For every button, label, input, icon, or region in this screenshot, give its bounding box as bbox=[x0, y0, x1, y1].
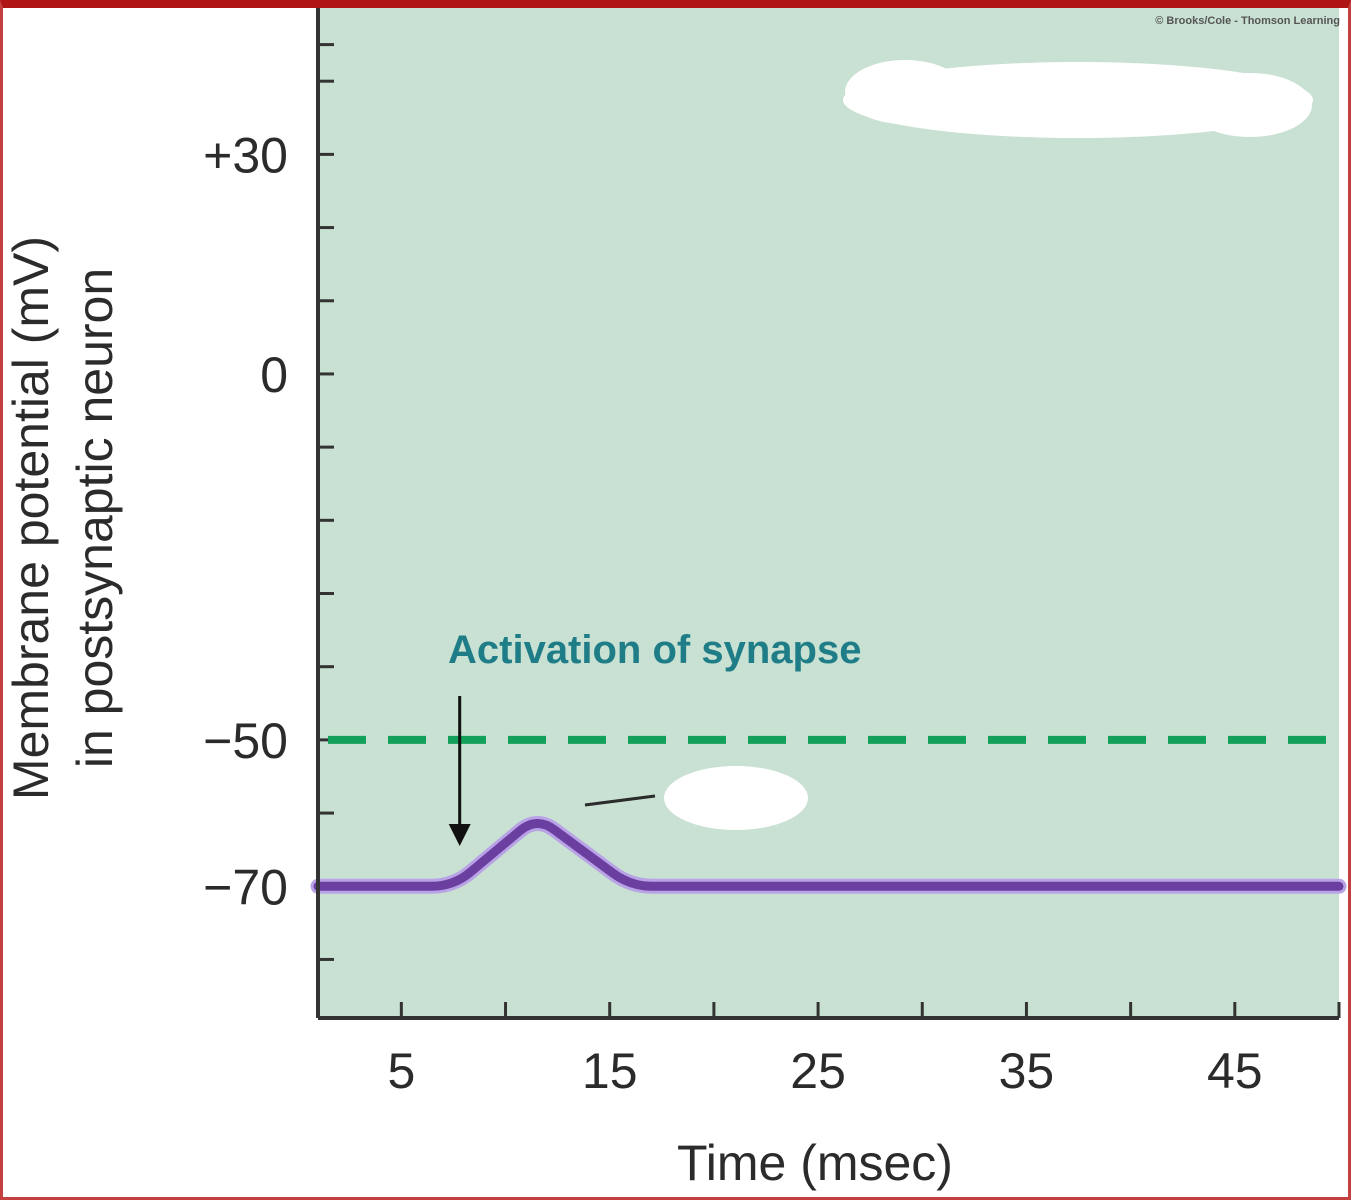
curve-leader-line bbox=[584, 794, 656, 807]
x-tick-label: 35 bbox=[999, 1043, 1055, 1099]
redacted-label-top bbox=[843, 60, 1313, 138]
y-tick-label: +30 bbox=[203, 127, 288, 183]
x-tick-labels: 5 15 25 35 45 bbox=[387, 1043, 1262, 1099]
credit-text: © Brooks/Cole - Thomson Learning bbox=[1155, 15, 1340, 27]
redacted-label-curve bbox=[664, 766, 808, 830]
x-tick-label: 25 bbox=[790, 1043, 846, 1099]
y-tick-label: 0 bbox=[260, 347, 288, 403]
y-axis-title-line2: in postsynaptic neuron bbox=[67, 268, 123, 768]
x-axis-title: Time (msec) bbox=[677, 1135, 953, 1191]
series-line bbox=[313, 819, 1344, 891]
y-tick-label: −70 bbox=[203, 859, 288, 915]
series-layer bbox=[310, 816, 1347, 894]
axes bbox=[316, 8, 1339, 1020]
y-tick-labels: +30 0 −50 −70 bbox=[203, 127, 288, 915]
x-tick-label: 5 bbox=[387, 1043, 415, 1099]
y-tick-label: −50 bbox=[203, 713, 288, 769]
y-axis-title-line1: Membrane potential (mV) bbox=[3, 236, 59, 800]
annotation-activation-of-synapse: Activation of synapse bbox=[448, 628, 861, 672]
annotation-arrow bbox=[448, 695, 471, 847]
x-tick-label: 15 bbox=[582, 1043, 638, 1099]
arrow-head bbox=[448, 824, 471, 847]
x-tick-label: 45 bbox=[1207, 1043, 1263, 1099]
